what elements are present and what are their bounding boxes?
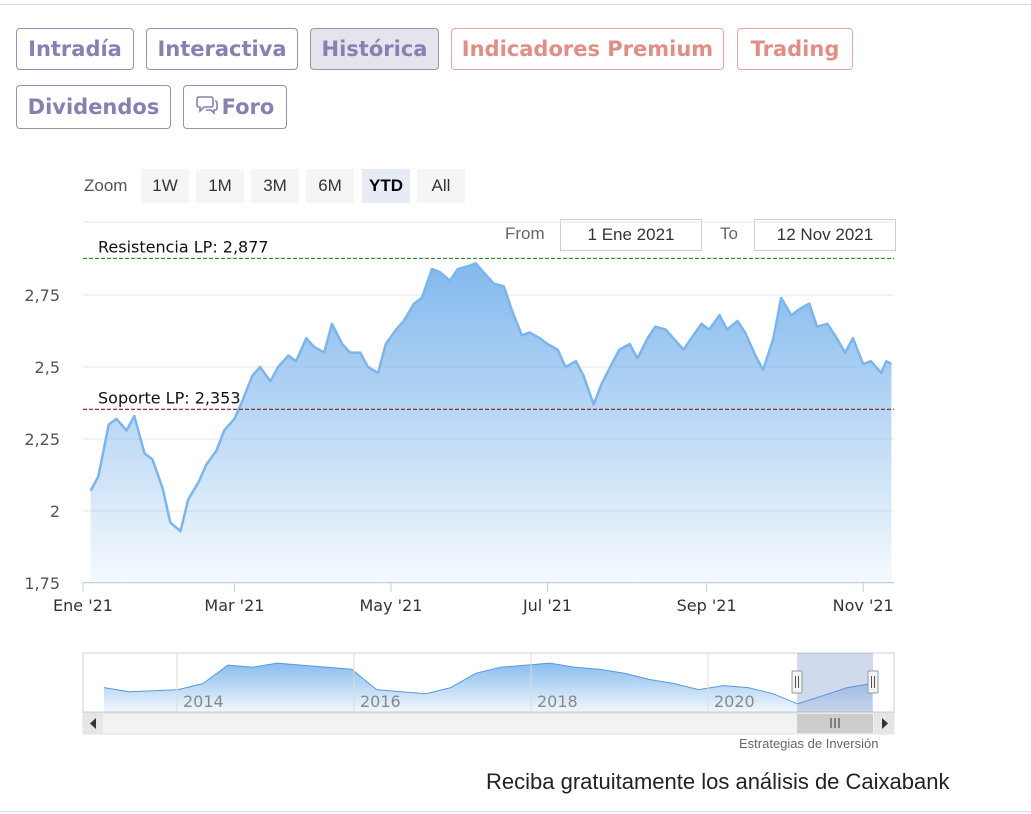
grid-lines: [83, 221, 894, 584]
x-axis: Ene '21 Mar '21 May '21 Jul '21 Sep '21 Nov '…: [53, 582, 894, 615]
tab-historica[interactable]: Histórica: [310, 28, 439, 70]
newsletter-cta[interactable]: Reciba gratuitamente los análisis de Cai…: [486, 769, 950, 794]
range-from-input[interactable]: 1 Ene 2021: [560, 219, 702, 251]
tab-label: Foro: [221, 95, 275, 119]
zoom-button-6m[interactable]: 6M: [306, 169, 354, 203]
zoom-button-1w[interactable]: 1W: [141, 169, 189, 203]
zoom-button-ytd[interactable]: YTD: [362, 169, 410, 203]
tab-indicadores-premium[interactable]: Indicadores Premium: [451, 28, 724, 70]
navigator: 2014 2016 2018 2020: [82, 652, 895, 735]
y-tick-label: 2: [50, 502, 60, 521]
navigator-area: [104, 663, 872, 712]
tab-label: Histórica: [321, 37, 428, 61]
zoom-label: Zoom: [84, 176, 128, 195]
level-label: Soporte LP: 2,353: [98, 388, 241, 407]
range-to-label: To: [720, 224, 738, 243]
navigator-handle[interactable]: [867, 670, 879, 694]
tab-label: Interactiva: [157, 37, 287, 61]
y-tick-label: 2,5: [35, 358, 60, 377]
navigator-selection[interactable]: [797, 653, 873, 712]
tab-label: Trading: [750, 37, 840, 61]
range-from-label: From: [505, 224, 545, 243]
tab-intradia[interactable]: Intradía: [16, 28, 134, 70]
top-divider: [0, 4, 1031, 5]
navigator-handle[interactable]: [791, 670, 803, 694]
price-line: [89, 262, 893, 533]
tab-dividendos[interactable]: Dividendos: [16, 85, 171, 129]
zoom-button-all[interactable]: All: [417, 169, 465, 203]
x-tick-label: Ene '21: [53, 596, 113, 615]
x-tick-label: May '21: [360, 596, 423, 615]
scroll-right-arrow-icon[interactable]: [874, 713, 894, 734]
zoom-button-3m[interactable]: 3M: [251, 169, 299, 203]
y-tick-label: 1,75: [24, 574, 60, 593]
tab-foro[interactable]: Foro: [183, 85, 287, 129]
bottom-divider: [0, 811, 1031, 812]
tab-label: Dividendos: [27, 95, 160, 119]
price-area: [90, 263, 892, 582]
tab-label: Intradía: [28, 37, 122, 61]
tab-interactiva[interactable]: Interactiva: [146, 28, 298, 70]
scroll-left-arrow-icon[interactable]: [83, 713, 103, 734]
tab-trading[interactable]: Trading: [737, 28, 853, 70]
navigator-line: [103, 662, 873, 705]
navigator-year-label: 2016: [360, 692, 401, 711]
navigator-frame: [82, 652, 895, 713]
y-tick-label: 2,25: [24, 430, 60, 449]
level-annotations: Resistencia LP: 2,877 Soporte LP: 2,353: [83, 237, 894, 410]
x-tick-label: Mar '21: [204, 596, 264, 615]
y-tick-label: 2,75: [24, 286, 60, 305]
x-tick-label: Sep '21: [677, 596, 737, 615]
level-label: Resistencia LP: 2,877: [98, 237, 269, 256]
y-axis: 1,75 2 2,25 2,5 2,75: [24, 286, 60, 593]
navigator-year-label: 2018: [537, 692, 578, 711]
x-tick-label: Nov '21: [833, 596, 894, 615]
tab-label: Indicadores Premium: [461, 37, 714, 61]
navigator-year-label: 2014: [183, 692, 224, 711]
speech-bubbles-icon: [195, 95, 218, 120]
range-to-input[interactable]: 12 Nov 2021: [754, 219, 896, 251]
scrollbar-thumb[interactable]: [797, 714, 873, 733]
navigator-year-label: 2020: [714, 692, 755, 711]
scrollbar[interactable]: [82, 712, 895, 735]
zoom-button-1m[interactable]: 1M: [196, 169, 244, 203]
chart-credit: Estrategias de Inversión: [739, 736, 879, 751]
x-tick-label: Jul '21: [522, 596, 572, 615]
